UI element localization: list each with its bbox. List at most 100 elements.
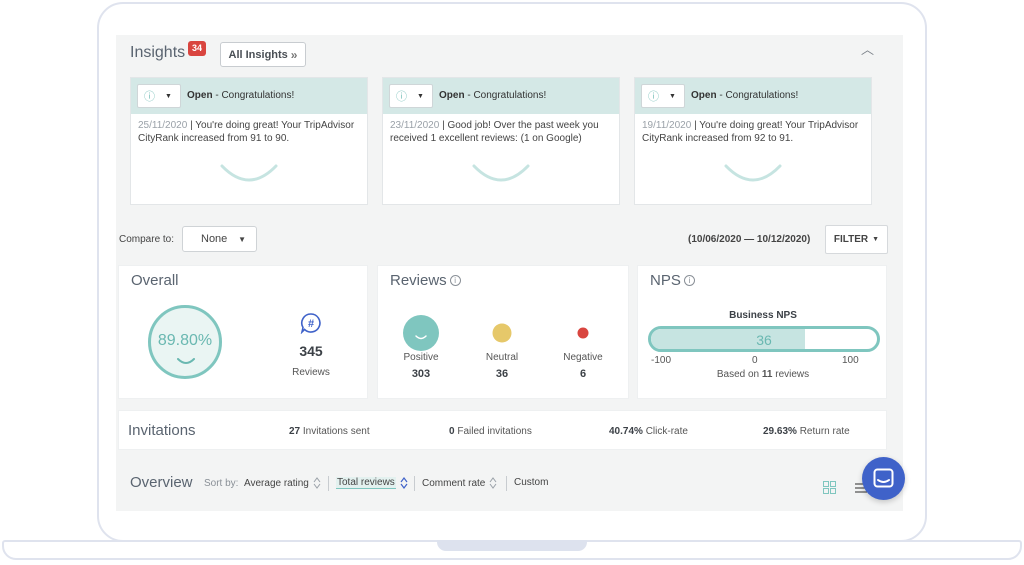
date-range: (10/06/2020 — 10/12/2020) — [688, 234, 811, 245]
smile-icon — [177, 358, 195, 364]
nps-mid: 0 — [752, 355, 758, 366]
insight-card[interactable]: ⓘ ▼ Open - Congratulations! 25/11/2020 | … — [130, 77, 368, 205]
nps-value: 36 — [756, 332, 772, 348]
failed-invitations: 0 Failed invitations — [449, 426, 532, 437]
sort-updown-icon — [400, 477, 408, 489]
compare-to-dropdown[interactable]: None ▼ — [182, 226, 257, 252]
insights-title: Insights — [130, 44, 186, 61]
insight-status: Open - Congratulations! — [439, 90, 547, 101]
sort-updown-icon — [489, 477, 497, 489]
insight-date: 23/11/2020 — [390, 120, 440, 131]
business-nps-label: Business NPS — [729, 310, 797, 321]
insight-status: Open - Congratulations! — [187, 90, 295, 101]
insight-text: 19/11/2020 | You're doing great! Your Tr… — [642, 120, 859, 144]
insight-card[interactable]: ⓘ ▼ Open - Congratulations! 19/11/2020 | … — [634, 77, 872, 205]
invitations-title: Invitations — [128, 422, 196, 439]
caret-down-icon: ▼ — [417, 92, 424, 100]
negative-label: Negative — [563, 352, 603, 363]
click-rate: 40.74% Click-rate — [609, 426, 688, 437]
divider — [506, 476, 507, 491]
nps-min: -100 — [651, 355, 672, 366]
negative-stat: Negative 6 — [554, 352, 612, 380]
insight-card[interactable]: ⓘ ▼ Open - Congratulations! 23/11/2020 | … — [382, 77, 620, 205]
all-insights-label: All Insights — [228, 48, 288, 61]
negative-dot — [577, 327, 589, 339]
smile-icon — [220, 164, 278, 182]
filter-button[interactable]: FILTER ▼ — [825, 225, 888, 254]
insight-type-dropdown[interactable]: ⓘ ▼ — [389, 84, 433, 108]
chat-icon — [873, 468, 894, 488]
insight-type-dropdown[interactable]: ⓘ ▼ — [137, 84, 181, 108]
caret-down-icon: ▼ — [872, 236, 880, 243]
divider — [328, 476, 329, 491]
divider — [414, 476, 415, 491]
info-icon: ⓘ — [648, 91, 659, 103]
laptop-notch — [437, 540, 587, 551]
positive-count: 303 — [411, 368, 431, 380]
sort-by-label: Sort by: — [204, 478, 239, 489]
sort-comment-rate[interactable]: Comment rate — [422, 477, 497, 489]
info-icon[interactable]: i — [449, 275, 461, 286]
nps-title: NPS i — [650, 272, 695, 289]
caret-down-icon: ▼ — [238, 234, 246, 244]
grid-view-icon[interactable] — [823, 481, 836, 494]
neutral-count: 36 — [495, 368, 509, 380]
caret-down-icon: ▼ — [669, 92, 676, 100]
nps-panel: NPS i Business NPS 36 -100 0 100 Based on… — [637, 265, 887, 399]
collapse-chevron-up-icon[interactable]: ︿ — [861, 42, 875, 57]
smile-icon — [472, 164, 530, 182]
all-insights-button[interactable]: All Insights » — [220, 42, 306, 67]
total-reviews-count: 345 — [299, 343, 323, 359]
overview-title: Overview — [130, 474, 193, 491]
nps-bar-fill — [651, 329, 805, 349]
smile-icon — [415, 335, 427, 340]
insight-type-dropdown[interactable]: ⓘ ▼ — [641, 84, 685, 108]
overall-score: 89.80% — [157, 332, 213, 349]
info-icon: ⓘ — [144, 91, 155, 103]
insight-card-header: ⓘ ▼ Open - Congratulations! — [383, 78, 619, 114]
insight-status: Open - Congratulations! — [691, 90, 799, 101]
sort-average-rating[interactable]: Average rating — [244, 477, 321, 489]
compare-to-label: Compare to: — [119, 234, 175, 245]
positive-dot — [403, 315, 439, 351]
insight-text: 23/11/2020 | Good job! Over the past wee… — [390, 120, 599, 144]
caret-down-icon: ▼ — [165, 92, 172, 100]
overall-score-ring: 89.80% — [148, 305, 222, 379]
dashboard-screen: Insights 34 All Insights » ︿ ⓘ ▼ Open - C… — [116, 35, 903, 511]
nps-bar: 36 — [648, 326, 880, 352]
info-icon[interactable]: i — [683, 275, 695, 286]
info-icon: ⓘ — [396, 91, 407, 103]
neutral-label: Neutral — [485, 352, 519, 363]
svg-text:#: # — [308, 318, 314, 330]
hash-bubble-icon: # — [300, 313, 321, 334]
insight-date: 19/11/2020 — [642, 120, 692, 131]
compare-value: None — [201, 233, 228, 245]
nps-max: 100 — [842, 355, 859, 366]
invitations-panel: Invitations 27 Invitations sent 0 Failed… — [118, 410, 887, 450]
reviews-title: Reviews i — [390, 272, 461, 289]
insight-date: 25/11/2020 — [138, 120, 188, 131]
invitations-sent: 27 Invitations sent — [289, 426, 370, 437]
double-chevron-right-icon: » — [290, 47, 298, 62]
smile-icon — [724, 164, 782, 182]
insight-card-header: ⓘ ▼ Open - Congratulations! — [131, 78, 367, 114]
overall-title: Overall — [131, 272, 179, 289]
neutral-dot — [492, 323, 512, 343]
negative-count: 6 — [579, 368, 587, 380]
chat-widget-button[interactable] — [862, 457, 905, 500]
reviews-panel: Reviews i Positive 303 Neutral 36 Negativ… — [377, 265, 629, 399]
overall-panel: Overall 89.80% # 345 Reviews — [118, 265, 368, 399]
sort-custom[interactable]: Custom — [514, 477, 549, 488]
positive-label: Positive — [403, 352, 439, 363]
neutral-stat: Neutral 36 — [473, 352, 531, 380]
return-rate: 29.63% Return rate — [763, 426, 850, 437]
filter-label: FILTER — [833, 234, 869, 245]
insight-card-header: ⓘ ▼ Open - Congratulations! — [635, 78, 871, 114]
nps-based-on: Based on 11 reviews — [716, 369, 810, 380]
insight-text: 25/11/2020 | You're doing great! Your Tr… — [138, 120, 355, 144]
insights-count-badge: 34 — [188, 41, 206, 56]
positive-stat: Positive 303 — [392, 352, 450, 380]
sort-updown-icon — [313, 477, 321, 489]
total-reviews-label: Reviews — [292, 367, 330, 378]
sort-total-reviews[interactable]: Total reviews — [336, 477, 408, 489]
